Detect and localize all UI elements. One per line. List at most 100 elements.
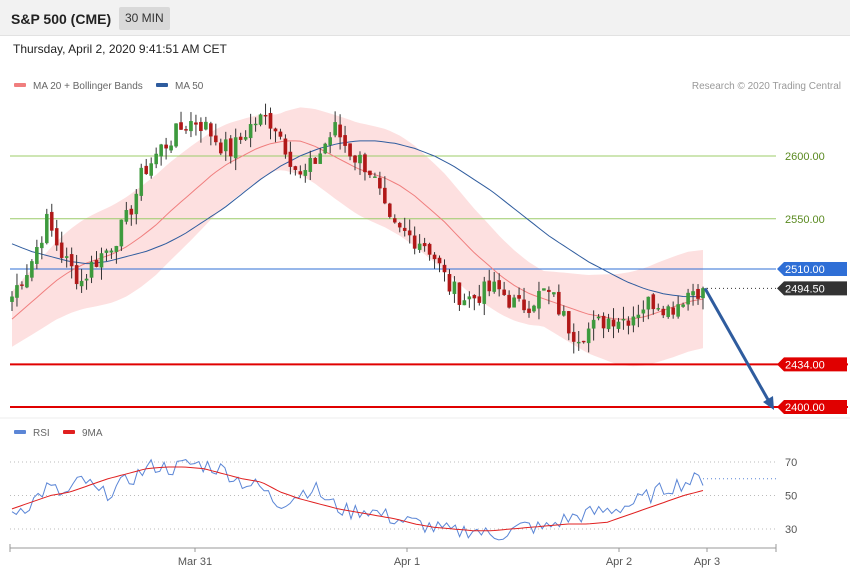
- candle-body: [74, 265, 79, 285]
- candle-body: [343, 135, 347, 146]
- candle-body: [383, 187, 387, 204]
- price-tag-label: 2434.00: [785, 359, 825, 371]
- candle-body: [462, 300, 467, 306]
- candle-body: [457, 282, 462, 305]
- price-tag: [777, 400, 847, 414]
- price-tag-label: 2510.00: [785, 264, 825, 276]
- candle-body: [268, 112, 273, 129]
- timeframe-badge[interactable]: 30 MIN: [119, 7, 170, 30]
- candle-body: [69, 254, 74, 267]
- candle-body: [218, 142, 223, 154]
- candle-body: [15, 285, 19, 298]
- candle-body: [169, 145, 173, 151]
- candle-body: [442, 264, 447, 273]
- price-tag-label: 2494.50: [785, 283, 825, 295]
- legend-ma50: MA 50: [156, 81, 203, 92]
- candle-body: [477, 296, 482, 303]
- candle-body: [621, 318, 626, 321]
- candle-body: [482, 281, 487, 304]
- candle-body: [99, 253, 104, 268]
- candle-body: [139, 167, 144, 196]
- candle-body: [696, 288, 700, 299]
- candle-body: [368, 170, 372, 176]
- candle-body: [288, 151, 293, 167]
- bollinger-band: [12, 107, 703, 367]
- candle-body: [373, 176, 377, 178]
- candle-body: [209, 123, 213, 137]
- x-tick-label: Apr 1: [394, 556, 420, 568]
- candle-body: [184, 129, 188, 131]
- candle-body: [557, 291, 561, 315]
- candle-body: [204, 121, 208, 130]
- candle-body: [243, 137, 248, 140]
- price-tag-label: 2400.00: [785, 402, 825, 414]
- candle-body: [228, 138, 233, 157]
- candle-body: [223, 139, 228, 152]
- candle-body: [507, 294, 511, 308]
- x-tick-label: Apr 3: [694, 556, 720, 568]
- legend-9ma-label: 9MA: [82, 428, 103, 439]
- rsi-tick-label: 30: [785, 524, 797, 536]
- candle-body: [571, 331, 576, 342]
- candle-body: [472, 295, 477, 299]
- candle-body: [517, 295, 521, 299]
- candle-body: [238, 136, 243, 140]
- price-tag: [777, 261, 847, 276]
- price-tick-label: 2600.00: [785, 151, 825, 163]
- candle-body: [661, 308, 666, 316]
- candle-body: [691, 291, 695, 296]
- candle-body: [596, 316, 601, 319]
- candle-body: [432, 254, 437, 260]
- candle-body: [40, 242, 44, 249]
- forecast-arrow: [703, 287, 773, 406]
- candle-body: [94, 259, 99, 267]
- price-tag: [777, 281, 847, 296]
- candle-body: [318, 153, 323, 164]
- candle-body: [532, 305, 536, 312]
- legend-ma20-label: MA 20 + Bollinger Bands: [33, 81, 143, 92]
- instrument-title: S&P 500 (CME): [11, 11, 112, 27]
- candle-body: [59, 242, 64, 258]
- candle-body: [537, 290, 541, 309]
- candle-body: [447, 273, 452, 292]
- candle-body: [79, 280, 84, 287]
- candle-body: [552, 292, 556, 295]
- candle-body: [144, 165, 149, 175]
- candle-body: [686, 292, 690, 305]
- candle-body: [527, 308, 531, 314]
- candle-body: [671, 307, 675, 315]
- x-tick-label: Mar 31: [178, 556, 212, 568]
- rsi-tick-label: 70: [785, 457, 797, 469]
- candle-body: [189, 121, 193, 132]
- candle-body: [298, 171, 303, 175]
- candle-body: [427, 243, 432, 255]
- candle-body: [49, 211, 54, 231]
- candle-body: [323, 143, 327, 154]
- candle-body: [522, 299, 526, 311]
- candle-body: [566, 311, 571, 334]
- candle-body: [363, 154, 367, 173]
- credit-text: Research © 2020 Trading Central: [691, 81, 841, 92]
- candle-body: [606, 318, 611, 330]
- forecast-arrowhead: [763, 396, 774, 410]
- candle-body: [353, 155, 357, 163]
- legend-rsi-label: RSI: [33, 428, 50, 439]
- ma20-swatch: [14, 83, 26, 88]
- x-tick-label: Apr 2: [606, 556, 632, 568]
- candle-body: [179, 122, 183, 130]
- candle-body: [10, 296, 14, 302]
- candle-body: [616, 321, 621, 329]
- candle-body: [164, 144, 168, 149]
- candle-body: [35, 247, 39, 264]
- candle-body: [626, 320, 631, 326]
- candle-body: [562, 311, 566, 316]
- chart-header: S&P 500 (CME) 30 MIN: [0, 0, 850, 36]
- candle-body: [89, 261, 94, 278]
- candle-body: [278, 131, 283, 137]
- candle-body: [293, 166, 298, 170]
- candle-body: [497, 280, 501, 290]
- candle-body: [407, 230, 412, 236]
- ma50-line: [11, 140, 703, 298]
- candle-body: [20, 284, 24, 286]
- candle-body: [25, 275, 29, 288]
